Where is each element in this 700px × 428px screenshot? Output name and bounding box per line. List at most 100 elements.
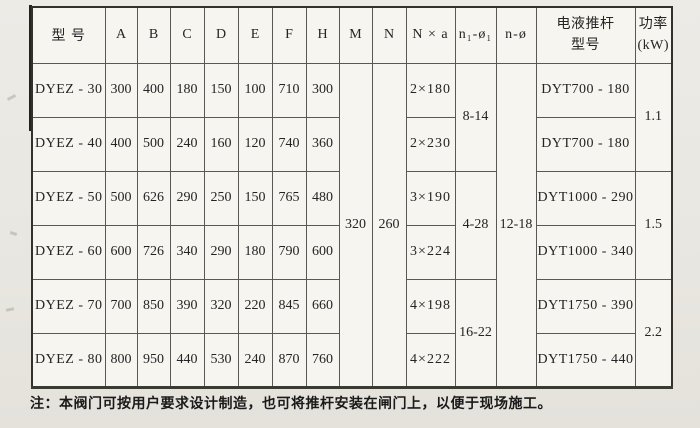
dim-cell-f: 740	[271, 116, 307, 172]
dim-cell-c: 290	[169, 170, 205, 226]
dim-cell-c: 440	[169, 332, 205, 388]
header-a: A	[104, 6, 138, 64]
dim-cell-f: 765	[271, 170, 307, 226]
header-model: 型 号	[31, 6, 106, 64]
dim-cell-b: 726	[136, 224, 171, 280]
model-cell: DYEZ - 60	[31, 224, 106, 280]
header-d: D	[203, 6, 239, 64]
dim-cell-d: 320	[203, 278, 239, 334]
header-pusher-line2: 型号	[571, 38, 600, 54]
dim-cell-c: 240	[169, 116, 205, 172]
table-row: DYEZ - 80 800 950 440 530 240 870 760 4×…	[31, 332, 672, 388]
scan-margin-mark	[5, 307, 15, 312]
dim-cell-d: 160	[203, 116, 239, 172]
dim-cell-c: 340	[169, 224, 205, 280]
header-pusher-model: 电液推杆 型号	[535, 6, 636, 64]
pusher-model-cell: DYT1000 - 290	[535, 170, 636, 226]
merged-cell-n1-phi1: 8-14	[454, 62, 497, 172]
dim-cell-a: 600	[104, 224, 138, 280]
pusher-model-cell: DYT700 - 180	[535, 62, 636, 118]
pusher-model-cell: DYT1750 - 390	[535, 278, 636, 334]
model-cell: DYEZ - 70	[31, 278, 106, 334]
nxa-cell: 4×198	[405, 278, 456, 334]
dim-cell-h: 760	[305, 332, 340, 388]
merged-cell-n: 260	[371, 62, 407, 388]
dim-cell-a: 500	[104, 170, 138, 226]
dim-cell-d: 250	[203, 170, 239, 226]
dim-cell-e: 180	[237, 224, 273, 280]
dim-cell-b: 950	[136, 332, 171, 388]
header-n1-phi1: n₁-ø₁	[454, 6, 497, 64]
pusher-model-cell: DYT700 - 180	[535, 116, 636, 172]
dim-cell-h: 360	[305, 116, 340, 172]
dim-cell-b: 400	[136, 62, 171, 118]
dim-cell-e: 240	[237, 332, 273, 388]
scan-edge-artifact	[29, 5, 32, 131]
header-row: 型 号 A B C D E F H M N N × a n₁-ø₁ n-ø 电液…	[31, 6, 673, 64]
dim-cell-b: 626	[136, 170, 171, 226]
dim-cell-b: 500	[136, 116, 171, 172]
dim-cell-d: 530	[203, 332, 239, 388]
dim-cell-b: 850	[136, 278, 171, 334]
dim-cell-e: 220	[237, 278, 273, 334]
merged-cell-m: 320	[338, 62, 373, 388]
nxa-cell: 2×180	[405, 62, 456, 118]
table-row: DYEZ - 60 600 726 340 290 180 790 600 3×…	[31, 224, 672, 280]
dim-cell-e: 150	[237, 170, 273, 226]
nxa-cell: 2×230	[405, 116, 456, 172]
table-row: DYEZ - 40 400 500 240 160 120 740 360 2×…	[31, 116, 672, 172]
table-row: DYEZ - 50 500 626 290 250 150 765 480 3×…	[31, 170, 673, 280]
dim-cell-h: 600	[305, 224, 340, 280]
header-m: M	[338, 6, 373, 64]
header-f: F	[271, 6, 307, 64]
footnote: 注：本阀门可按用户要求设计制造，也可将推杆安装在闸门上，以便于现场施工。	[30, 397, 552, 412]
dim-cell-h: 300	[305, 62, 340, 118]
merged-cell-n1-phi1: 4-28	[454, 170, 497, 280]
model-cell: DYEZ - 30	[31, 62, 106, 118]
merged-cell-power: 2.2	[634, 278, 673, 388]
dim-cell-f: 710	[271, 62, 307, 118]
merged-cell-power: 1.1	[634, 62, 673, 172]
dim-cell-e: 120	[237, 116, 273, 172]
model-cell: DYEZ - 80	[31, 332, 106, 388]
merged-cell-n1-phi1: 16-22	[454, 278, 497, 388]
dim-cell-f: 845	[271, 278, 307, 334]
dim-cell-f: 870	[271, 332, 307, 388]
header-power-line2: (kW)	[637, 38, 670, 54]
dim-cell-d: 150	[203, 62, 239, 118]
merged-cell-power: 1.5	[634, 170, 673, 280]
nxa-cell: 3×190	[405, 170, 456, 226]
header-n: N	[371, 6, 407, 64]
dim-cell-f: 790	[271, 224, 307, 280]
header-nxa: N × a	[405, 6, 456, 64]
dim-cell-c: 180	[169, 62, 205, 118]
model-cell: DYEZ - 40	[31, 116, 106, 172]
header-power-line1: 功率	[638, 17, 668, 33]
dim-cell-h: 480	[305, 170, 340, 226]
dim-cell-a: 400	[104, 116, 138, 172]
table-row: DYEZ - 30 300 400 180 150 100 710 300 32…	[31, 62, 673, 388]
header-power: 功率 (kW)	[634, 6, 673, 64]
pusher-model-cell: DYT1750 - 440	[535, 332, 636, 388]
merged-cell-n-phi: 12-18	[495, 62, 537, 388]
dim-cell-a: 700	[104, 278, 138, 334]
model-cell: DYEZ - 50	[31, 170, 106, 226]
dim-cell-a: 800	[104, 332, 138, 388]
header-c: C	[169, 6, 205, 64]
header-b: B	[136, 6, 171, 64]
valve-spec-table: 型 号 A B C D E F H M N N × a n₁-ø₁ n-ø 电液…	[31, 6, 673, 389]
dim-cell-h: 660	[305, 278, 340, 334]
header-pusher-line1: 电液推杆	[556, 17, 615, 33]
nxa-cell: 4×222	[405, 332, 456, 388]
dim-cell-e: 100	[237, 62, 273, 118]
header-e: E	[237, 6, 273, 64]
dim-cell-c: 390	[169, 278, 205, 334]
dim-cell-a: 300	[104, 62, 138, 118]
pusher-model-cell: DYT1000 - 340	[535, 224, 636, 280]
header-h: H	[305, 6, 340, 64]
nxa-cell: 3×224	[405, 224, 456, 280]
scan-margin-mark	[9, 230, 18, 237]
header-n-phi: n-ø	[495, 6, 537, 64]
dim-cell-d: 290	[203, 224, 239, 280]
